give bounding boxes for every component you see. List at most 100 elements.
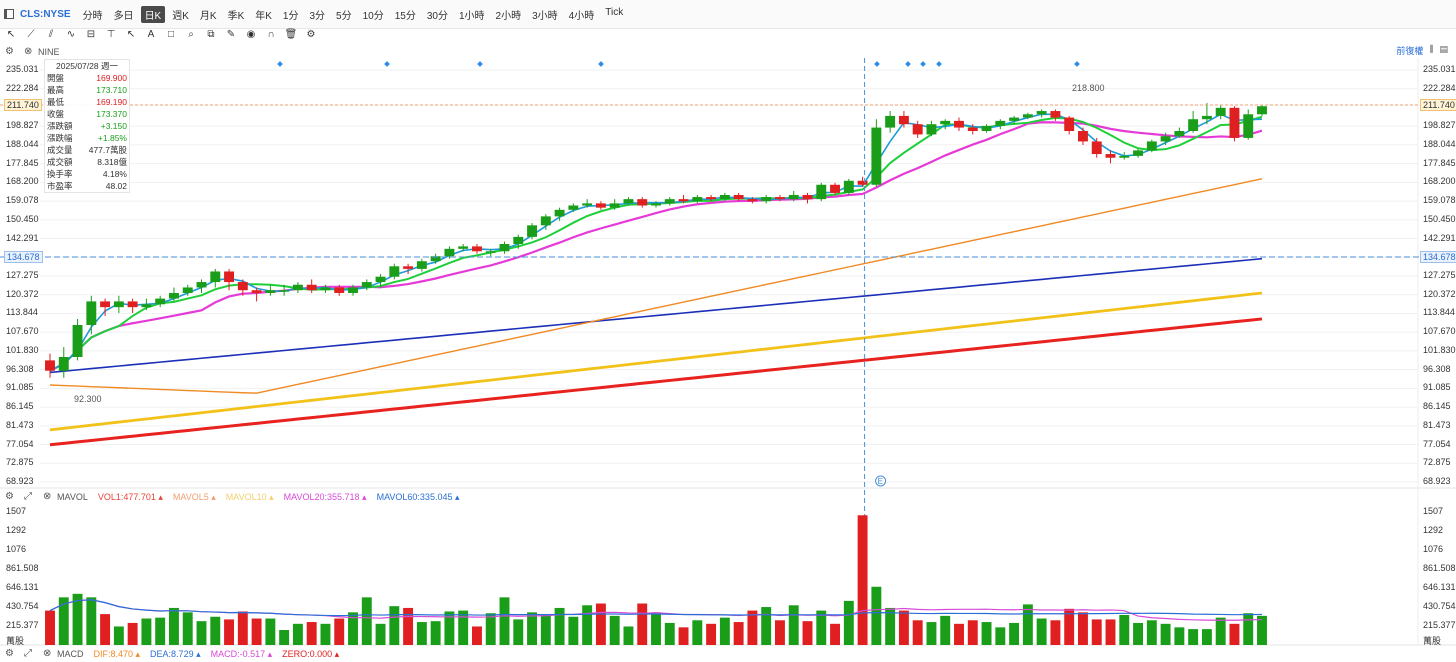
price-axis-label: 150.450 bbox=[1423, 213, 1456, 224]
volume-axis-label: 1076 bbox=[6, 544, 27, 555]
candle-body bbox=[527, 225, 538, 237]
price-axis-label: 159.078 bbox=[1423, 195, 1456, 206]
price-axis-label: 86.145 bbox=[6, 401, 34, 412]
timeframe-tab[interactable]: 3小時 bbox=[532, 10, 558, 22]
indicator-select[interactable]: NINE bbox=[38, 47, 60, 57]
expand-icon[interactable]: ⤢ bbox=[24, 491, 32, 502]
timeframe-tab[interactable]: 分時 bbox=[82, 10, 103, 22]
candle-body bbox=[582, 203, 593, 206]
text-tool-icon[interactable]: A bbox=[147, 29, 155, 40]
close-icon[interactable]: ⊗ bbox=[43, 491, 52, 502]
compare-icon[interactable]: ⫼ bbox=[1429, 44, 1434, 54]
volume-bar bbox=[182, 612, 193, 645]
candle-body bbox=[1160, 136, 1171, 142]
event-diamond bbox=[598, 61, 604, 67]
candle-body bbox=[86, 301, 97, 325]
legend-item[interactable]: MACD:-0.517 ▴ bbox=[210, 648, 273, 659]
trash-icon[interactable]: 🗑 bbox=[284, 29, 298, 40]
layout-icon[interactable] bbox=[4, 9, 14, 19]
candle-body bbox=[733, 194, 744, 200]
gear-icon[interactable]: ⚙ bbox=[5, 648, 14, 659]
timeframe-tab[interactable]: 季K bbox=[227, 10, 245, 22]
gear-icon[interactable]: ⚙ bbox=[5, 491, 14, 502]
legend-item[interactable]: ZERO:0.000 ▴ bbox=[282, 648, 340, 659]
volume-unit-label: 萬股 bbox=[6, 636, 25, 646]
volume-bar bbox=[100, 614, 111, 645]
legend-item[interactable]: VOL1:477.701 ▴ bbox=[97, 491, 163, 502]
candle-body bbox=[678, 199, 689, 202]
candle-body bbox=[334, 287, 345, 293]
volume-bar bbox=[458, 610, 469, 645]
legend-item[interactable]: DEA:8.729 ▴ bbox=[150, 648, 201, 659]
zoom-icon[interactable]: ⌕ bbox=[188, 29, 194, 40]
eye-icon[interactable]: ◉ bbox=[246, 29, 256, 40]
timeframe-tab[interactable]: 1小時 bbox=[458, 10, 485, 22]
volume-bar bbox=[1050, 620, 1061, 645]
pen-icon[interactable]: ✎ bbox=[226, 29, 236, 40]
fib-tool-icon[interactable]: ⊟ bbox=[86, 29, 96, 40]
rect-tool-icon[interactable]: □ bbox=[167, 29, 175, 40]
candle-body bbox=[788, 194, 799, 200]
timeframe-tab[interactable]: 30分 bbox=[426, 10, 448, 22]
volume-bar bbox=[361, 597, 372, 645]
timeframe-tab[interactable]: 日K bbox=[140, 5, 166, 23]
timeframe-tab[interactable]: 5分 bbox=[336, 10, 352, 22]
wave-tool-icon[interactable]: ∿ bbox=[66, 29, 76, 40]
candle-body bbox=[1188, 119, 1199, 131]
volume-ma-line bbox=[49, 599, 1263, 617]
legend-item[interactable]: MAVOL20:355.718 ▴ bbox=[283, 491, 367, 502]
price-axis-label: 142.291 bbox=[6, 232, 39, 243]
channel-tool-icon[interactable]: ⫽ bbox=[48, 29, 54, 40]
candle-body bbox=[1022, 114, 1033, 118]
adjust-select[interactable]: 前復權 bbox=[1396, 46, 1424, 56]
price-axis-label: 177.845 bbox=[6, 157, 39, 168]
measure-tool-icon[interactable]: ⊤ bbox=[106, 29, 116, 40]
indicator-icon[interactable]: ▤ bbox=[1439, 44, 1448, 54]
volume-bar bbox=[1146, 620, 1157, 645]
line-tool-icon[interactable]: ⟋ bbox=[27, 29, 35, 40]
screenshot-icon[interactable]: ⧉ bbox=[207, 29, 215, 40]
timeframe-tab[interactable]: 週K bbox=[172, 10, 189, 22]
candle-body bbox=[499, 243, 510, 252]
timeframe-tab[interactable]: Tick bbox=[605, 6, 624, 18]
price-axis-label: 81.473 bbox=[6, 419, 34, 430]
macd-indicator-select[interactable]: MACD bbox=[57, 649, 84, 659]
timeframe-tab[interactable]: 10分 bbox=[362, 10, 384, 22]
expand-icon[interactable]: ⤢ bbox=[24, 648, 32, 659]
timeframe-tab[interactable]: 3分 bbox=[309, 10, 326, 22]
candle-body bbox=[940, 120, 951, 125]
legend-item[interactable]: MAVOL5 ▴ bbox=[172, 491, 216, 502]
candle-body bbox=[58, 357, 69, 371]
symbol-label[interactable]: CLS:NYSE bbox=[20, 8, 71, 20]
timeframe-tab[interactable]: 15分 bbox=[394, 10, 416, 22]
volume-bar bbox=[292, 623, 303, 645]
volume-bar bbox=[1215, 617, 1226, 645]
volume-bar bbox=[995, 627, 1006, 645]
candle-body bbox=[196, 282, 207, 288]
volume-bar bbox=[527, 612, 538, 645]
legend-item[interactable]: DIF:8.470 ▴ bbox=[93, 648, 141, 659]
magnet-icon[interactable]: ∩ bbox=[267, 29, 275, 40]
candle-body bbox=[1229, 107, 1240, 138]
timeframe-tab[interactable]: 4小時 bbox=[568, 10, 595, 22]
cursor-icon[interactable]: ↖ bbox=[6, 29, 16, 40]
arrow-tool-icon[interactable]: ↖ bbox=[126, 29, 136, 40]
price-axis-label: 113.844 bbox=[6, 307, 38, 318]
close-icon[interactable]: ⊗ bbox=[43, 648, 52, 659]
settings-icon[interactable]: ⚙ bbox=[306, 29, 316, 40]
timeframe-tab[interactable]: 2小時 bbox=[495, 10, 522, 22]
volume-indicator-select[interactable]: MAVOL bbox=[57, 492, 88, 502]
legend-item[interactable]: MAVOL10 ▴ bbox=[225, 491, 274, 502]
timeframe-tab[interactable]: 多日 bbox=[113, 10, 134, 22]
timeframe-tab[interactable]: 月K bbox=[199, 10, 217, 22]
legend-item[interactable]: MAVOL60:335.045 ▴ bbox=[376, 491, 460, 502]
timeframe-tab[interactable]: 年K bbox=[255, 10, 272, 22]
volume-bar bbox=[499, 597, 510, 645]
gear-icon[interactable]: ⚙ bbox=[5, 46, 14, 57]
price-axis-label: 101.830 bbox=[1423, 344, 1456, 355]
timeframe-tab[interactable]: 1分 bbox=[282, 10, 299, 22]
event-diamond bbox=[384, 61, 390, 67]
candle-body bbox=[1091, 141, 1102, 155]
close-icon[interactable]: ⊗ bbox=[24, 46, 33, 57]
